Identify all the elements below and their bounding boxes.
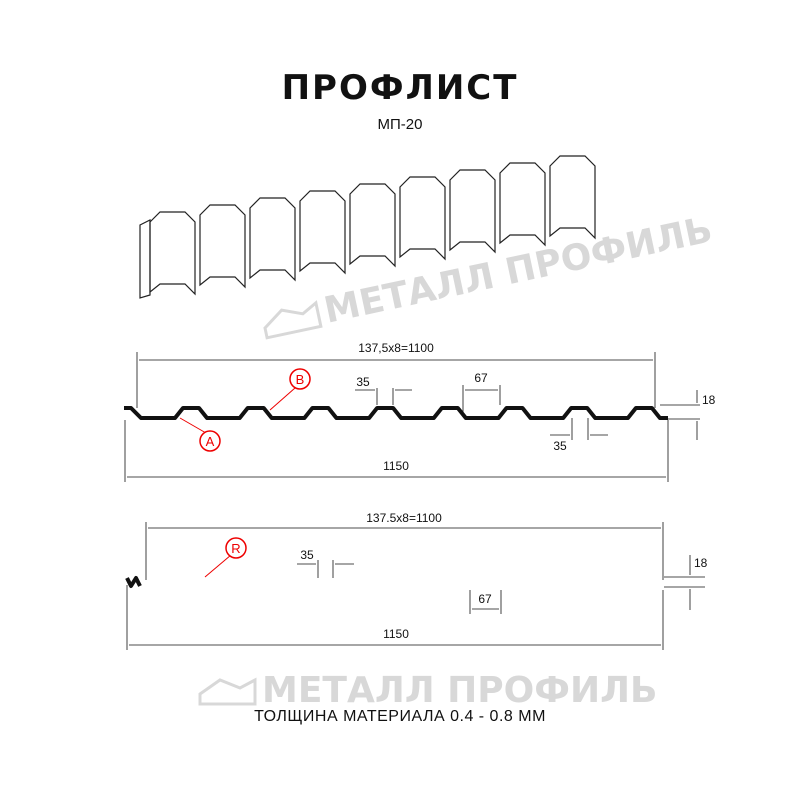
sheet-rib xyxy=(399,176,446,261)
dim-pitch-label: 137.5x8=1100 xyxy=(366,511,442,525)
watermark-text: МЕТАЛЛ ПРОФИЛЬ xyxy=(262,670,657,711)
sheet-edge xyxy=(139,219,151,299)
sheet-rib xyxy=(349,183,396,268)
dim-bottom-width-label: 35 xyxy=(553,439,567,453)
sheet-rib xyxy=(299,190,346,275)
svg-text:A: A xyxy=(206,434,215,449)
page-subtitle: МП-20 xyxy=(377,116,423,133)
sheet-rib xyxy=(549,155,596,240)
sheet-rib xyxy=(249,197,296,282)
sheet-rib xyxy=(499,162,546,247)
material-thickness-note: ТОЛЩИНА МАТЕРИАЛА 0.4 - 0.8 ММ xyxy=(254,708,546,725)
dim-total-label: 1150 xyxy=(383,459,409,473)
dim-rib-width-label: 67 xyxy=(474,371,488,385)
profile-r-line xyxy=(125,576,142,588)
profile-r-drawing: 137.5x8=1100 1150 35 67 18 R xyxy=(125,511,708,650)
dim-top-width-label: 35 xyxy=(356,375,370,389)
dim-pitch-label: 137,5x8=1100 xyxy=(358,341,434,355)
sheet-3d-view xyxy=(139,155,596,299)
watermark-logo-icon xyxy=(263,300,323,340)
page-title: ПРОФЛИСТ xyxy=(281,68,519,108)
watermark-1: МЕТАЛЛ ПРОФИЛЬ xyxy=(263,209,716,340)
profile-a-line xyxy=(124,406,668,420)
marker-b: B xyxy=(269,368,311,411)
svg-text:R: R xyxy=(231,541,240,556)
sheet-rib xyxy=(449,169,496,254)
sheet-rib xyxy=(199,204,246,289)
profile-a-drawing: 137,5x8=1100 1150 35 67 35 18 B A xyxy=(124,341,716,482)
dim-rib-width-label: 67 xyxy=(478,592,492,606)
marker-r: R xyxy=(204,537,247,578)
svg-text:B: B xyxy=(296,372,305,387)
sheet-rib xyxy=(149,211,196,296)
marker-a: A xyxy=(179,417,221,452)
watermark-logo-icon xyxy=(198,677,257,706)
dim-height-label: 18 xyxy=(702,393,716,407)
dim-height-label: 18 xyxy=(694,556,708,570)
watermark-2: МЕТАЛЛ ПРОФИЛЬ xyxy=(198,670,657,711)
dim-total-label: 1150 xyxy=(383,627,409,641)
watermark-text: МЕТАЛЛ ПРОФИЛЬ xyxy=(321,209,716,331)
dim-top-width-label: 35 xyxy=(300,548,314,562)
